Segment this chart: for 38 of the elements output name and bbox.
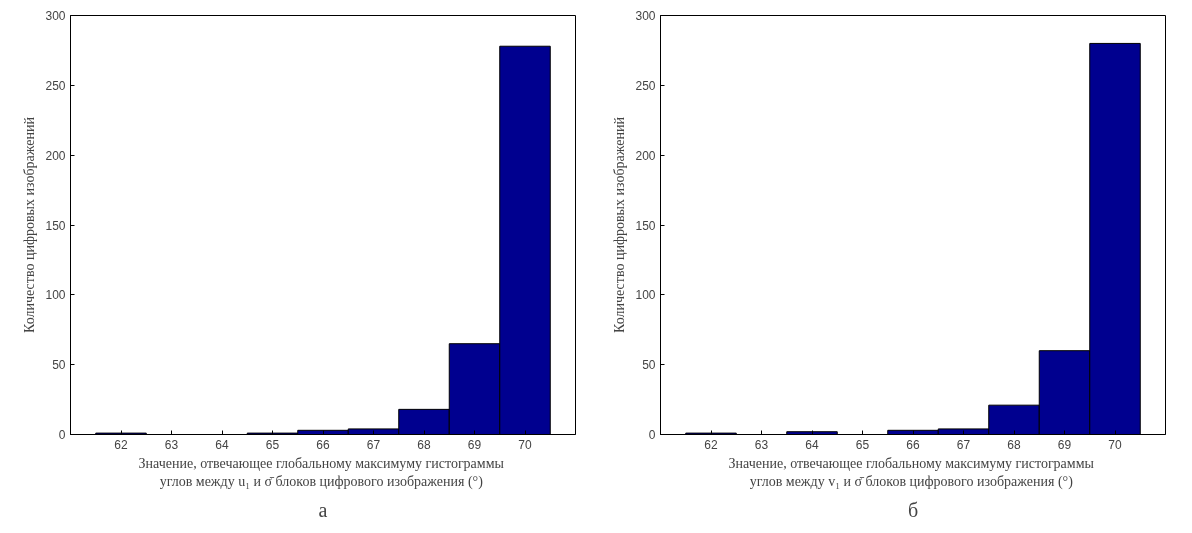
x-tick-label: 62 [114, 437, 128, 452]
y-tick-label: 100 [45, 288, 66, 303]
y-tick-label: 50 [642, 358, 656, 373]
text: а [318, 498, 328, 521]
x-axis-title: Значение, отвечающее глобальному максимуму гистограммы углов между v₁ и σ̄ блоков цифрового изображения (°) [728, 455, 1095, 490]
x-tick-label: 67 [956, 437, 971, 452]
y-tick-label: 250 [635, 78, 656, 93]
y-tick-label: 250 [45, 78, 66, 93]
x-tick-label: 65 [855, 437, 870, 452]
x-tick-label: 65 [265, 437, 280, 452]
x-tick-label: 63 [754, 437, 769, 452]
x-tick-label: 68 [1007, 437, 1021, 452]
x-tick-label: 62 [704, 437, 718, 452]
x-tick-label: 69 [467, 437, 482, 452]
y-tick-label: 0 [58, 428, 66, 442]
y-axis-title: Количество цифровых изображений [612, 116, 628, 333]
x-tick-label: 67 [366, 437, 381, 452]
y-tick-label: 300 [635, 9, 656, 23]
text: б [907, 498, 919, 521]
x-tick-label: 69 [1057, 437, 1072, 452]
y-axis-title: Количество цифровых изображений [22, 116, 38, 333]
y-tick-label: 200 [635, 148, 656, 163]
y-tick-label: 200 [45, 148, 66, 163]
y-tick-label: 100 [635, 288, 656, 303]
y-tick-label: 150 [45, 218, 66, 233]
x-tick-label: 66 [316, 437, 330, 452]
x-tick-label: 64 [805, 437, 819, 452]
x-axis-title: Значение, отвечающее глобальному максимуму гистограммы углов между u₁ и σ̄ блоков цифрового изображения (°) [138, 455, 505, 490]
y-tick-label: 0 [648, 428, 656, 442]
y-tick-label: 150 [635, 218, 656, 233]
x-tick-label: 70 [518, 437, 532, 452]
x-tick-label: 70 [1108, 437, 1122, 452]
x-tick-label: 63 [164, 437, 179, 452]
x-tick-label: 68 [417, 437, 431, 452]
y-tick-label: 50 [52, 358, 66, 373]
y-tick-label: 300 [45, 9, 66, 23]
x-tick-label: 66 [906, 437, 920, 452]
x-tick-label: 64 [215, 437, 229, 452]
